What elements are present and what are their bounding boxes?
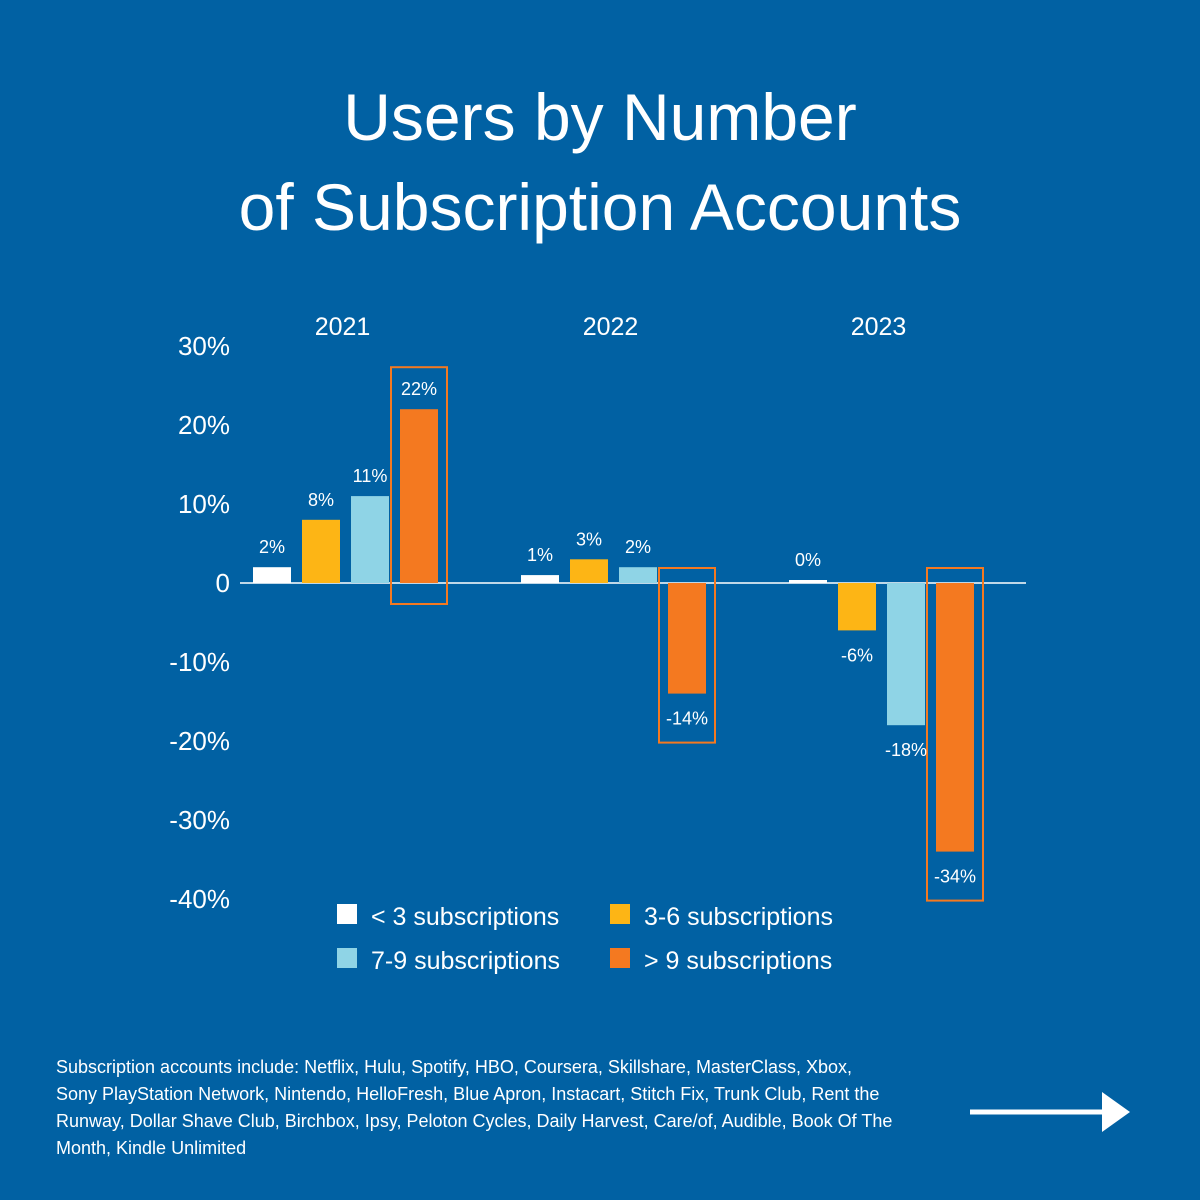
highlight-box [658,567,716,744]
footnote: Subscription accounts include: Netflix, … [56,1057,893,1158]
data-label: 8% [308,490,334,510]
legend-swatch [337,904,357,924]
y-tick-label: -40% [169,884,230,914]
data-label: 2% [625,537,651,557]
legend-swatch [610,904,630,924]
data-label: 11% [353,466,388,486]
data-label: -34% [934,867,976,887]
arrow-right-icon[interactable] [968,1090,1133,1135]
category-label: 2021 [315,313,371,341]
y-axis-ticks: 30% 20% 10% 0 -10% -20% -30% -40% [169,331,230,914]
bar [351,496,389,583]
bar [570,559,608,583]
category-labels: 2021 2022 2023 [315,313,907,341]
data-label: -18% [885,740,927,760]
data-label: 0% [795,550,821,570]
y-tick-label: -30% [169,805,230,835]
data-label: -6% [841,645,873,665]
bar [838,583,876,631]
highlight-boxes [390,366,984,902]
data-labels: 2% 8% 11% 22% 1% 3% 2% -14% 0% -6% -18% -34% [259,379,976,886]
y-tick-label: 10% [178,489,230,519]
data-label: 1% [527,545,553,565]
title-line-1: Users by Number [343,80,857,154]
highlight-box [390,366,448,606]
highlight-box [926,567,984,902]
bar [668,583,706,694]
legend-label: > 9 subscriptions [644,947,832,975]
bar [887,583,925,726]
bar [253,567,291,583]
chart-title: Users by Number of Subscription Accounts [0,72,1200,252]
category-label: 2022 [583,313,639,341]
legend-swatch [337,948,357,968]
legend: < 3 subscriptions 3-6 subscriptions 7-9 su… [337,903,833,975]
bar [521,575,559,583]
y-tick-label: -10% [169,647,230,677]
bar [302,519,340,583]
bar [400,409,438,583]
legend-label: < 3 subscriptions [371,903,559,931]
data-label: 2% [259,537,285,557]
legend-label: 3-6 subscriptions [644,903,833,931]
bar [619,567,657,583]
y-tick-label: -20% [169,726,230,756]
legend-swatch [610,948,630,968]
data-label: 3% [576,529,602,549]
category-label: 2023 [851,313,907,341]
y-tick-label: 0 [216,568,230,598]
bar-chart: 30%20%10%0-10%-20%-30%-40% 2021 2022 2023 … [169,313,1026,975]
bar [789,580,827,583]
title-line-2: of Subscription Accounts [238,170,962,244]
bar [936,583,974,852]
bars [253,409,974,852]
data-label: 22% [401,379,437,399]
y-tick-label: 20% [178,410,230,440]
data-label: -14% [666,709,708,729]
legend-label: 7-9 subscriptions [371,947,560,975]
y-tick-label: 30% [178,331,230,361]
